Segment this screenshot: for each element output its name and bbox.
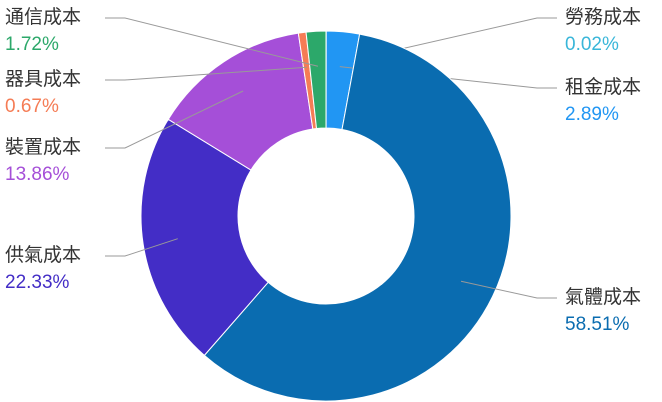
slice-label: 氣體成本 xyxy=(565,286,641,308)
value-label: 0.67% xyxy=(5,96,59,117)
slice-label: 供氣成本 xyxy=(5,244,81,266)
slice-label: 勞務成本 xyxy=(565,6,641,28)
leader-line xyxy=(105,17,319,67)
slice xyxy=(305,30,327,130)
value-label: 2.89% xyxy=(565,104,619,125)
slice xyxy=(140,118,269,357)
value-label: 1.72% xyxy=(5,34,59,55)
slice xyxy=(203,33,512,402)
slice-label: 裝置成本 xyxy=(5,136,81,158)
slice-label: 租金成本 xyxy=(565,76,641,98)
leader-line xyxy=(105,238,178,257)
slice-label: 器具成本 xyxy=(5,68,81,90)
leader-line xyxy=(460,280,557,299)
slice-label: 通信成本 xyxy=(5,6,81,28)
value-label: 13.86% xyxy=(5,164,70,185)
value-label: 58.51% xyxy=(565,314,630,335)
slice xyxy=(167,32,314,171)
leader-line xyxy=(105,90,244,149)
value-label: 22.33% xyxy=(5,272,70,293)
leader-line xyxy=(105,66,307,81)
value-label: 0.02% xyxy=(565,34,619,55)
